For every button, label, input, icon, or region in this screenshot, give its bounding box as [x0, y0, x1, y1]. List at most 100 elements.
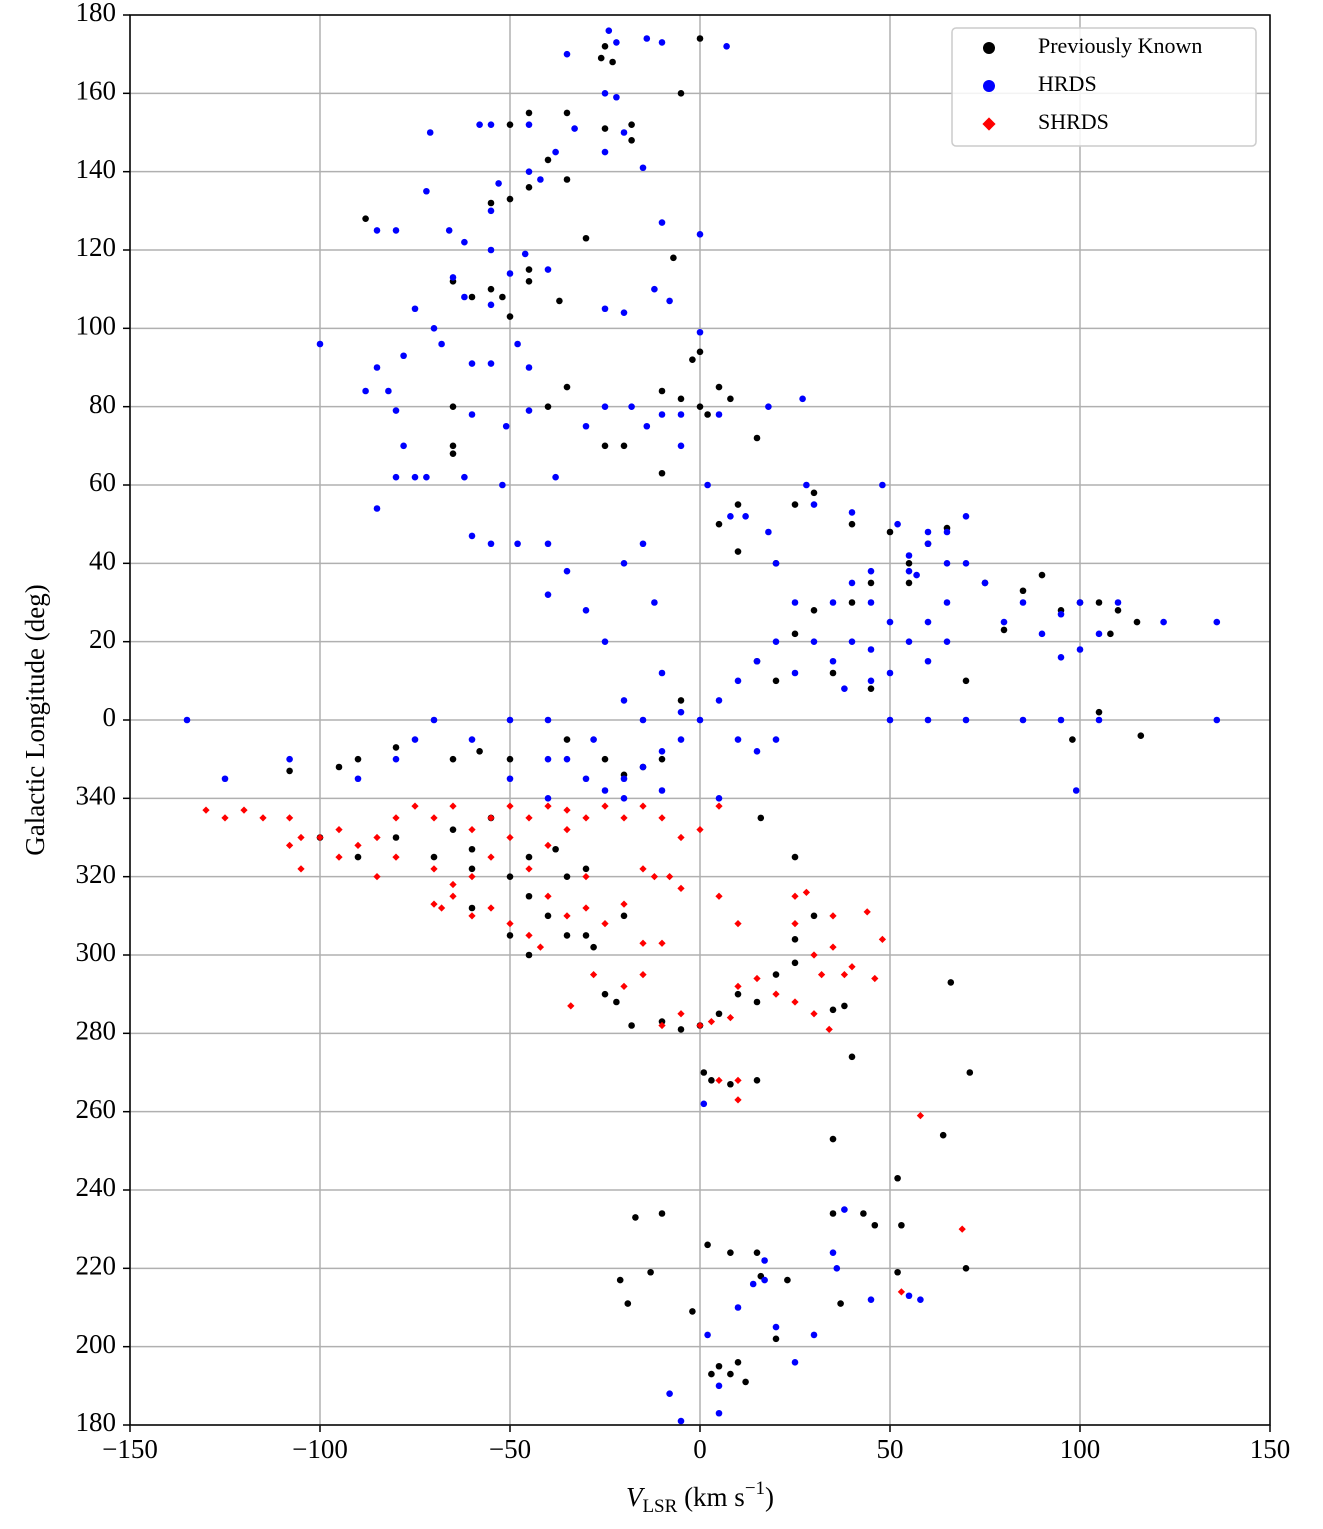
data-point: [620, 912, 628, 920]
data-point: [506, 775, 514, 783]
data-point: [506, 873, 514, 880]
data-point: [829, 1210, 837, 1217]
data-point: [525, 121, 533, 128]
data-point: [620, 900, 628, 908]
data-point: [917, 1296, 924, 1303]
data-point: [1137, 732, 1145, 739]
y-tick-label: 60: [89, 467, 116, 497]
data-point: [445, 227, 453, 234]
data-point: [400, 442, 407, 450]
data-point: [487, 540, 495, 548]
data-point: [791, 1359, 799, 1366]
data-point: [1213, 716, 1221, 724]
data-point: [461, 473, 468, 481]
data-point: [601, 90, 609, 97]
data-point: [810, 638, 818, 645]
data-point: [905, 560, 913, 567]
data-point: [468, 360, 476, 367]
data-point: [590, 943, 597, 951]
data-point: [297, 833, 305, 842]
data-point: [749, 1280, 757, 1288]
x-tick-label: −150: [102, 1434, 158, 1464]
data-point: [943, 638, 951, 645]
data-point: [525, 951, 533, 959]
data-point: [665, 873, 674, 881]
data-point: [1076, 599, 1084, 606]
data-point: [696, 328, 704, 336]
data-point: [841, 685, 848, 692]
y-tick-label: 240: [76, 1172, 117, 1202]
data-point: [525, 814, 533, 822]
data-point: [658, 411, 666, 418]
data-point: [1000, 626, 1008, 634]
data-point: [620, 129, 628, 136]
data-point: [316, 833, 324, 842]
data-point: [628, 1022, 635, 1029]
data-point: [677, 90, 685, 97]
data-point: [898, 1221, 905, 1229]
data-point: [525, 184, 533, 191]
data-point: [506, 920, 514, 928]
data-point: [924, 528, 932, 536]
data-point: [544, 802, 552, 810]
data-point: [867, 567, 875, 575]
data-point: [658, 748, 666, 755]
x-tick-label: 150: [1250, 1434, 1291, 1464]
data-point: [753, 657, 761, 665]
data-point: [624, 1300, 632, 1307]
data-point: [962, 1265, 970, 1272]
data-point: [841, 1206, 848, 1213]
data-point: [677, 1417, 685, 1425]
data-point: [734, 677, 742, 685]
data-point: [286, 755, 293, 763]
data-point: [487, 199, 495, 207]
data-point: [689, 356, 696, 363]
data-point: [620, 442, 628, 450]
data-point: [658, 387, 666, 395]
data-point: [468, 293, 476, 301]
data-point: [601, 442, 609, 450]
data-point: [784, 1276, 791, 1284]
data-point: [791, 599, 799, 606]
data-point: [939, 1131, 947, 1139]
data-point: [506, 833, 514, 842]
data-point: [742, 513, 749, 520]
data-point: [962, 677, 970, 685]
data-point: [582, 873, 590, 881]
data-point: [468, 532, 476, 540]
data-point: [715, 795, 723, 802]
data-point: [772, 1335, 780, 1343]
data-point: [1057, 716, 1065, 724]
data-point: [461, 238, 468, 246]
data-point: [715, 383, 723, 391]
data-point: [867, 677, 875, 685]
data-point: [373, 227, 381, 234]
data-point: [259, 814, 267, 822]
data-point: [879, 481, 886, 489]
data-point: [886, 669, 894, 677]
data-point: [867, 1296, 875, 1303]
data-point: [202, 806, 210, 814]
data-point: [894, 1268, 901, 1276]
data-point: [848, 599, 856, 606]
data-point: [601, 148, 609, 156]
data-point: [628, 137, 635, 144]
data-point: [487, 301, 495, 309]
data-point: [696, 1021, 704, 1030]
data-point: [639, 540, 647, 548]
data-point: [525, 278, 533, 285]
data-point: [1133, 618, 1141, 626]
data-point: [810, 1010, 818, 1018]
data-point: [354, 755, 362, 763]
data-point: [704, 1331, 711, 1339]
data-point: [848, 509, 856, 516]
data-point: [810, 951, 818, 959]
data-point: [791, 630, 799, 638]
data-point: [468, 904, 476, 912]
data-point: [514, 540, 521, 548]
data-point: [666, 1390, 673, 1397]
data-point: [544, 716, 552, 724]
data-point: [620, 982, 628, 990]
data-point: [765, 403, 772, 410]
data-point: [437, 904, 446, 912]
